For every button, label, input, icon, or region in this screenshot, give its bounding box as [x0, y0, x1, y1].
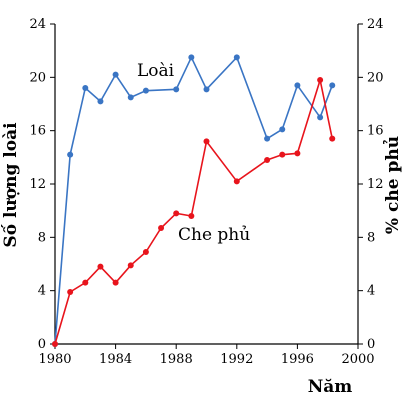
x-tick-label: 2000 — [341, 352, 374, 367]
x-tick-label: 1984 — [99, 352, 132, 367]
data-point-loai — [67, 151, 74, 158]
data-point-che-phu — [52, 341, 58, 347]
data-point-che-phu — [264, 157, 271, 163]
series-line-che-phu — [54, 79, 334, 345]
data-point-loai — [317, 114, 324, 121]
data-point-che-phu — [82, 279, 89, 286]
left-y-tick-label: 0 — [38, 337, 46, 352]
x-tick-label: 1992 — [220, 352, 253, 367]
right-y-axis-title: % che phủ — [383, 136, 403, 234]
data-point-che-phu — [97, 263, 104, 270]
data-point-loai — [279, 126, 286, 133]
series-line-loai — [54, 55, 333, 345]
data-point-loai — [203, 86, 210, 93]
data-point-loai — [127, 94, 134, 101]
data-point-loai — [264, 135, 271, 142]
plot-frame — [54, 24, 359, 345]
data-point-che-phu — [317, 77, 324, 83]
left-y-tick-label: 16 — [29, 124, 46, 139]
data-point-che-phu — [294, 150, 301, 157]
x-tick-label: 1996 — [281, 352, 314, 367]
data-point-che-phu — [67, 289, 74, 295]
left-y-tick-label: 8 — [38, 230, 46, 245]
right-y-tick-label: 4 — [367, 284, 375, 299]
data-point-loai — [173, 86, 180, 93]
x-tick-label: 1988 — [160, 352, 193, 367]
data-point-loai — [233, 54, 240, 61]
right-y-tick-label: 16 — [367, 124, 384, 139]
data-point-loai — [142, 87, 149, 94]
data-point-loai — [329, 82, 336, 89]
data-point-loai — [188, 54, 195, 61]
right-y-tick-label: 8 — [367, 230, 375, 245]
data-point-loai — [294, 82, 301, 89]
right-y-tick-label: 0 — [367, 337, 375, 352]
left-y-axis-title: Số lượng loài — [1, 122, 21, 248]
data-point-che-phu — [112, 279, 119, 286]
left-y-tick-label: 24 — [29, 17, 46, 32]
right-y-tick-label: 12 — [367, 177, 384, 192]
series-label-loai: Loài — [137, 61, 175, 81]
data-point-loai — [82, 85, 89, 91]
data-point-che-phu — [329, 135, 336, 142]
data-point-che-phu — [203, 138, 210, 145]
x-tick-label: 1980 — [38, 352, 71, 367]
left-y-tick-label: 12 — [29, 177, 46, 192]
left-y-tick-label: 4 — [38, 284, 46, 299]
data-point-loai — [112, 71, 119, 78]
data-point-che-phu — [188, 213, 195, 219]
left-y-tick-label: 20 — [29, 70, 46, 85]
data-point-che-phu — [173, 210, 180, 217]
data-point-che-phu — [233, 178, 240, 185]
data-point-che-phu — [142, 249, 149, 255]
right-y-tick-label: 20 — [367, 70, 384, 85]
axis-ticks: 0 0 4 4 8 8 12 12 16 16 20 20 24 24 1980 1984 1988 1992 19… — [29, 17, 383, 367]
x-axis-title: Năm — [308, 377, 353, 397]
data-point-che-phu — [158, 225, 165, 231]
right-y-tick-label: 24 — [367, 17, 384, 32]
data-point-loai — [97, 98, 104, 105]
data-point-che-phu — [279, 151, 286, 158]
series-label-che-phu: Che phủ — [178, 225, 250, 245]
series-layer — [52, 54, 336, 347]
data-point-che-phu — [127, 262, 134, 269]
